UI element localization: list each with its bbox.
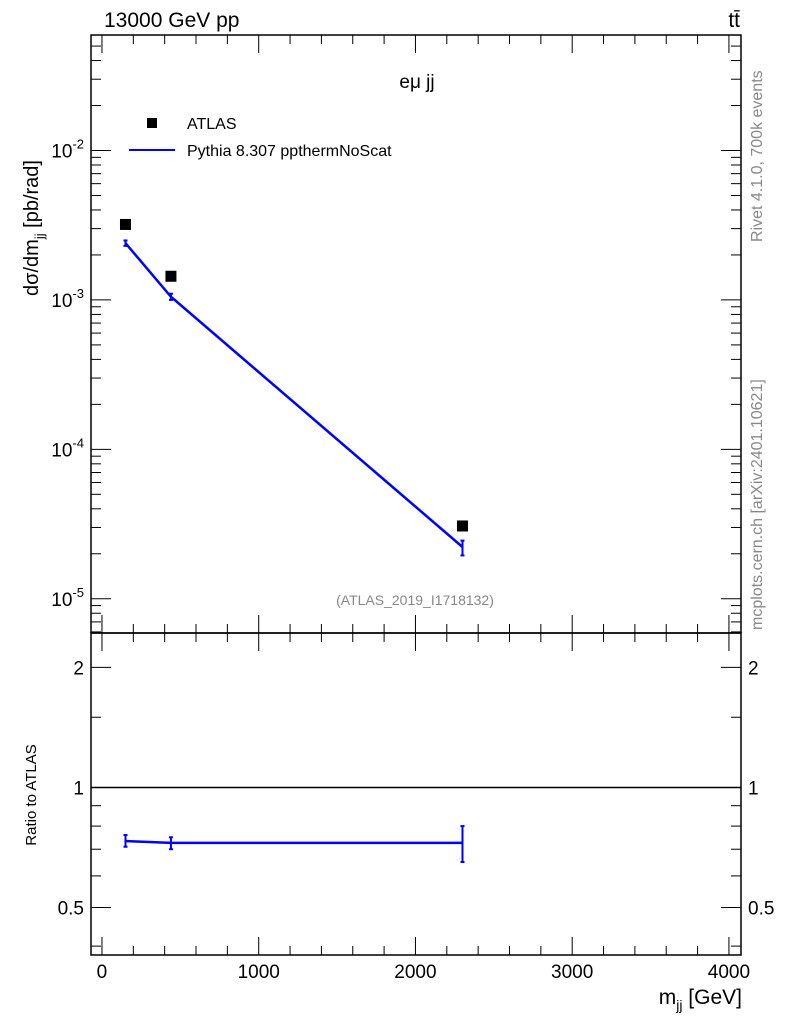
legend-label-pythia: Pythia 8.307 ppthermNoScat: [187, 143, 392, 160]
x-tick-label: 0: [97, 962, 108, 983]
ratio-frame: [90, 632, 742, 956]
y-tick-label: 10-5: [51, 585, 84, 611]
x-tick-label: 4000: [708, 962, 750, 983]
ratio-y-tick-label: 1: [73, 778, 84, 799]
side-rivet: Rivet 4.1.0, 700k events: [749, 70, 766, 242]
ratio-y-tick-label: 0.5: [58, 898, 84, 919]
y-tick-label: 10-2: [51, 137, 84, 163]
atlas-data-point: [165, 270, 177, 282]
header-right: tt̄: [728, 9, 740, 32]
y-tick-label: 10-3: [51, 286, 84, 312]
xlabel: mjj [GeV]: [659, 986, 742, 1013]
side-mcplots: mcplots.cern.ch [arXiv:2401.10621]: [749, 379, 766, 630]
plot-title: eμ jj: [399, 72, 434, 93]
ratio-y-tick-label: 1: [748, 778, 759, 799]
x-tick-label: 2000: [394, 962, 436, 983]
legend-marker-atlas: [147, 118, 157, 128]
ratio-y-tick-label: 0.5: [748, 898, 774, 919]
atlas-data-point: [456, 520, 468, 532]
ratio-ylabel: Ratio to ATLAS: [23, 744, 40, 845]
x-tick-label: 3000: [551, 962, 593, 983]
ratio-line: [125, 839, 463, 845]
ratio-y-tick-label: 2: [748, 658, 759, 679]
x-tick-label: 1000: [238, 962, 280, 983]
main-ylabel: dσ/dmjj [pb/rad]: [21, 160, 47, 296]
header-left: 13000 GeV pp: [104, 9, 239, 32]
atlas-data-point: [119, 218, 131, 230]
reference-label: (ATLAS_2019_I1718132): [336, 592, 494, 608]
legend: ATLAS Pythia 8.307 ppthermNoScat: [129, 116, 392, 160]
ratio-y-tick-label: 2: [73, 658, 84, 679]
legend-label-atlas: ATLAS: [187, 116, 237, 133]
y-tick-label: 10-4: [51, 435, 84, 461]
mc-line: [124, 242, 464, 548]
